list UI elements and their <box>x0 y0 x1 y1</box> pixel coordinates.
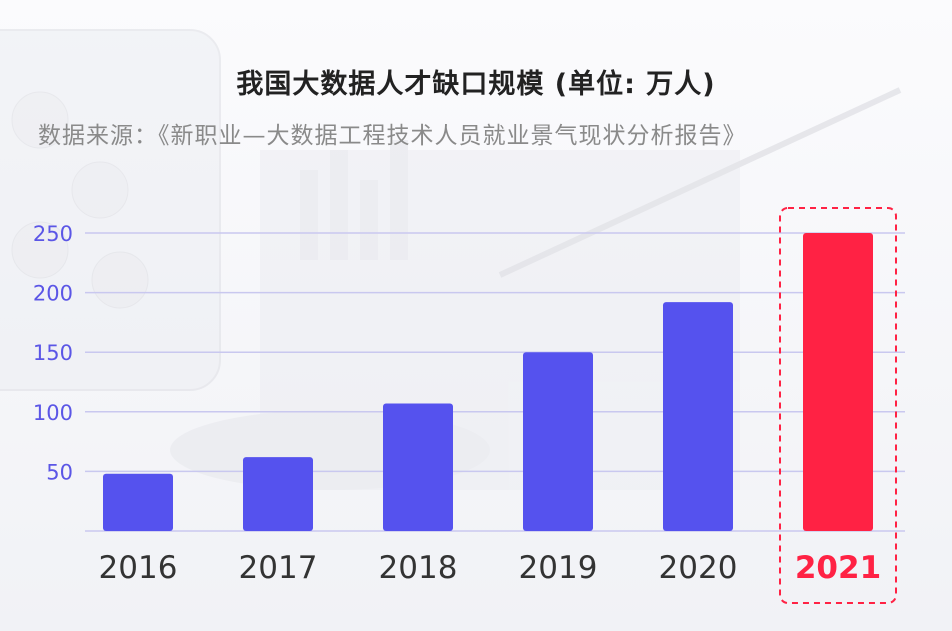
y-tick-label: 100 <box>33 401 73 425</box>
x-tick-label: 2020 <box>659 550 738 586</box>
bar-2018 <box>383 403 453 531</box>
bar-2021 <box>803 233 873 531</box>
x-tick-label: 2017 <box>239 550 318 586</box>
chart-source: 数据来源：《新职业—大数据工程技术人员就业景气现状分析报告》 <box>38 123 747 149</box>
y-tick-label: 150 <box>33 341 73 365</box>
y-tick-label: 200 <box>33 282 73 306</box>
bar-2019 <box>523 352 593 531</box>
x-tick-label: 2021 <box>795 550 881 586</box>
bar-2020 <box>663 302 733 531</box>
highlight-box <box>779 207 897 604</box>
bar-2017 <box>243 457 313 531</box>
x-tick-label: 2018 <box>379 550 458 586</box>
y-tick-label: 250 <box>33 222 73 246</box>
chart-title: 我国大数据人才缺口规模 (单位: 万人) <box>236 69 716 100</box>
x-tick-label: 2016 <box>99 550 178 586</box>
x-tick-label: 2019 <box>519 550 598 586</box>
y-tick-label: 50 <box>46 460 73 484</box>
bar-2016 <box>103 473 173 531</box>
